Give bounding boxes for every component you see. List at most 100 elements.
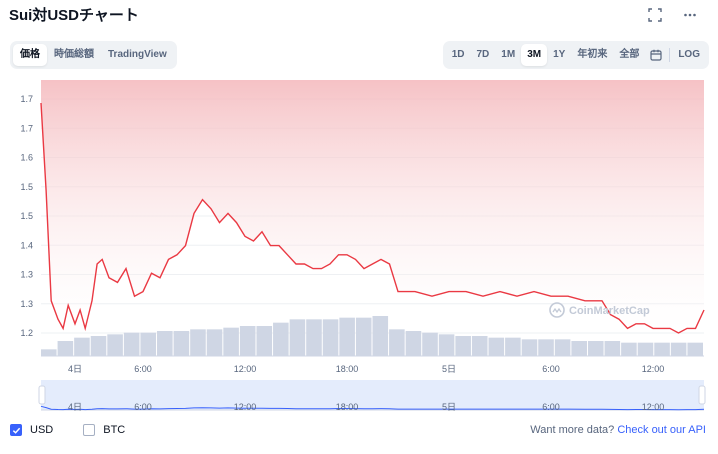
volume-bar [107, 334, 123, 356]
y-tick-label: 1.7 [20, 123, 33, 133]
tab-market-cap[interactable]: 時価総額 [54, 49, 94, 60]
volume-bar [554, 339, 571, 356]
price-area [41, 80, 704, 333]
navigator-tick-label: 12:00 [234, 402, 257, 412]
volume-bar [687, 342, 703, 356]
usd-label: USD [30, 424, 54, 436]
volume-bar [289, 319, 306, 356]
api-promo: Want more data? Check out our API [530, 424, 706, 436]
volume-bar [471, 336, 488, 356]
calendar-glyph [650, 49, 662, 61]
volume-bar [339, 317, 355, 356]
tab-price[interactable]: 価格 [13, 44, 47, 66]
navigator[interactable]: 4日 6:00 12:00 18:00 5日 6:00 12:00 [38, 380, 706, 412]
navigator-right-handle[interactable] [698, 385, 706, 405]
volume-bar [488, 337, 505, 356]
x-tick-label: 18:00 [336, 364, 359, 374]
volume-bar [604, 341, 621, 356]
price-chart[interactable]: 1.7 1.7 1.6 1.5 1.5 1.4 1.3 1.3 1.2 4日 6:00 12:00 1… [0, 0, 718, 420]
navigator-tick-label: 6:00 [542, 402, 560, 412]
volume-bar [140, 332, 157, 356]
more-options-icon[interactable] [681, 8, 699, 26]
view-toggle: 価格 時価総額 TradingView [10, 41, 177, 69]
range-1m[interactable]: 1M [501, 49, 516, 60]
y-tick-label: 1.5 [20, 211, 33, 221]
volume-bar [74, 337, 90, 356]
volume-bar [355, 317, 372, 356]
volume-bar [521, 339, 538, 356]
navigator-tick-label: 6:00 [134, 402, 152, 412]
calendar-icon[interactable] [645, 44, 667, 66]
price-line [40, 102, 705, 334]
x-tick-label: 4日 [68, 364, 82, 374]
y-tick-label: 1.6 [20, 153, 33, 163]
navigator-line [40, 405, 705, 411]
currency-legend: USD BTC [10, 424, 125, 436]
range-1y[interactable]: 1Y [553, 49, 566, 60]
navigator-left-handle[interactable] [38, 385, 46, 405]
y-tick-label: 1.4 [20, 240, 33, 250]
navigator-tick-label: 4日 [68, 402, 82, 412]
api-text: Want more data? [530, 424, 615, 436]
volume-bar [571, 341, 587, 356]
navigator-window[interactable] [41, 380, 704, 410]
navigator-tick-label: 5日 [442, 402, 456, 412]
x-tick-label: 6:00 [542, 364, 560, 374]
volume-bar [256, 326, 273, 356]
range-selector: 1D 7D 1M 3M 1Y 年初来 全部 LOG [442, 41, 709, 69]
volume-bars [41, 316, 703, 356]
volume-bar [57, 341, 74, 356]
y-tick-label: 1.2 [20, 328, 33, 338]
volume-bar [173, 331, 190, 356]
volume-bar [206, 329, 223, 356]
volume-bar [621, 342, 637, 356]
api-link[interactable]: Check out our API [617, 424, 706, 436]
range-3m[interactable]: 3M [521, 44, 548, 66]
y-tick-label: 1.7 [20, 94, 33, 104]
volume-bar [538, 339, 554, 356]
watermark: CoinMarketCap [549, 302, 650, 318]
volume-bar [306, 319, 322, 356]
range-ytd[interactable]: 年初来 [577, 49, 608, 60]
volume-bar [273, 322, 289, 356]
log-scale-button[interactable]: LOG [678, 49, 700, 60]
range-7d[interactable]: 7D [476, 49, 490, 60]
volume-bar [123, 332, 140, 356]
volume-bar [422, 332, 438, 356]
watermark-text: CoinMarketCap [569, 305, 650, 317]
x-tick-label: 12:00 [234, 364, 257, 374]
navigator-tick-label: 18:00 [336, 402, 359, 412]
fullscreen-glyph [648, 8, 662, 22]
tab-tradingview[interactable]: TradingView [108, 49, 167, 60]
x-axis: 4日 6:00 12:00 18:00 5日 6:00 12:00 [68, 364, 664, 374]
volume-bar [90, 336, 107, 356]
btc-checkbox[interactable] [83, 424, 96, 436]
volume-bar [41, 349, 57, 356]
range-1d[interactable]: 1D [451, 49, 465, 60]
volume-bar [405, 331, 422, 356]
range-divider [669, 48, 671, 62]
range-all[interactable]: 全部 [619, 49, 640, 60]
y-axis: 1.7 1.7 1.6 1.5 1.5 1.4 1.3 1.3 1.2 [20, 94, 33, 338]
navigator-tick-label: 12:00 [642, 402, 665, 412]
volume-bar [389, 329, 405, 356]
volume-bar [372, 316, 389, 356]
volume-bar [157, 331, 173, 356]
usd-checkbox[interactable] [10, 424, 22, 436]
navigator-x-axis: 4日 6:00 12:00 18:00 5日 6:00 12:00 [68, 402, 664, 412]
btc-label: BTC [103, 424, 126, 436]
volume-bar [654, 342, 670, 356]
volume-bar [637, 342, 654, 356]
volume-bar [239, 326, 256, 356]
chart-title: Sui対USDチャート [9, 7, 139, 24]
x-tick-label: 6:00 [134, 364, 152, 374]
fullscreen-icon[interactable] [646, 8, 664, 26]
volume-bar [322, 319, 339, 356]
y-tick-label: 1.3 [20, 270, 33, 280]
volume-bar [190, 329, 206, 356]
y-tick-label: 1.5 [20, 182, 33, 192]
volume-bar [670, 342, 687, 356]
x-tick-label: 5日 [442, 364, 456, 374]
check-icon [12, 427, 20, 434]
volume-bar [505, 337, 521, 356]
